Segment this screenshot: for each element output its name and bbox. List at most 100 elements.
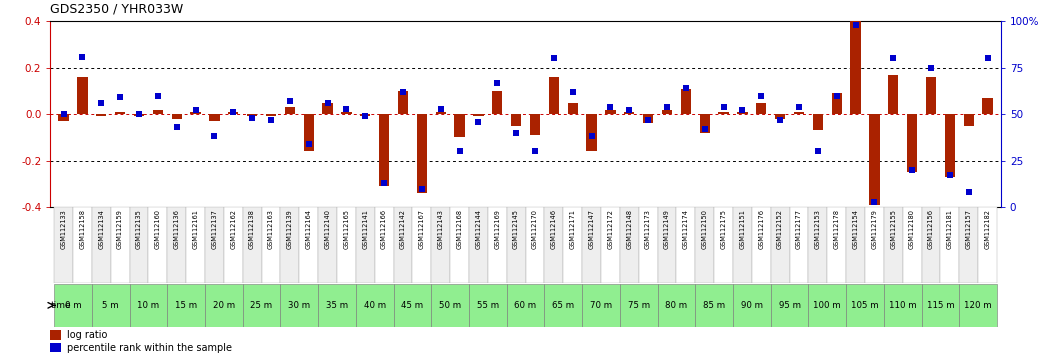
Bar [582,207,601,283]
Text: GSM112153: GSM112153 [815,209,820,249]
Point [56,111,72,117]
Point [508,130,524,136]
Bar [926,77,936,114]
Text: 65 m: 65 m [552,301,574,310]
Bar [78,77,88,114]
Bar [280,284,318,326]
Bar [148,207,167,283]
Text: 15 m: 15 m [175,301,197,310]
Bar [412,207,431,283]
Bar [318,284,356,326]
Text: GSM112160: GSM112160 [155,209,160,249]
Text: GSM112164: GSM112164 [305,209,312,249]
Bar [719,112,729,114]
Text: 105 m: 105 m [851,301,879,310]
Text: 25 m: 25 m [251,301,273,310]
Point [376,180,392,186]
Bar [50,343,61,352]
Bar [50,330,61,340]
Text: 60 m: 60 m [514,301,537,310]
Text: GSM112166: GSM112166 [381,209,387,249]
Text: GSM112140: GSM112140 [324,209,330,249]
Bar [55,207,73,283]
Text: GSM112147: GSM112147 [588,209,595,249]
Text: GSM112155: GSM112155 [891,209,896,249]
Bar [92,284,130,326]
Text: GSM112173: GSM112173 [645,209,651,249]
Bar [171,114,181,119]
Point [357,113,373,119]
Text: GSM112146: GSM112146 [551,209,557,249]
Bar [492,91,502,114]
Text: GSM112134: GSM112134 [99,209,104,249]
Text: GSM112167: GSM112167 [419,209,425,249]
Bar [284,107,295,114]
Bar [828,207,847,283]
Text: 20 m: 20 m [213,301,235,310]
Bar [889,75,898,114]
Bar [695,284,733,326]
Bar [544,207,563,283]
Point [960,189,977,195]
Text: 75 m: 75 m [627,301,649,310]
Bar [205,284,242,326]
Point [489,80,506,85]
Bar [247,114,257,116]
Bar [92,207,111,283]
Point [432,106,449,112]
Bar [167,284,205,326]
Text: 35 m: 35 m [326,301,348,310]
Bar [605,109,616,114]
Bar [582,284,620,326]
Text: GSM112159: GSM112159 [117,209,123,249]
Point [168,124,185,130]
Bar [639,207,658,283]
Point [394,89,411,95]
Text: GSM112163: GSM112163 [267,209,274,249]
Text: 90 m: 90 m [741,301,763,310]
Bar [318,207,337,283]
Bar [870,114,880,205]
Bar [643,114,654,124]
Point [772,117,789,122]
Bar [922,284,959,326]
Text: GSM112165: GSM112165 [343,209,349,249]
Point [810,149,827,154]
Bar [601,207,620,283]
Bar [809,207,828,283]
Bar [847,284,884,326]
Text: 70 m: 70 m [590,301,612,310]
Text: 110 m: 110 m [889,301,917,310]
Bar [435,112,446,114]
Text: GDS2350 / YHR033W: GDS2350 / YHR033W [50,3,184,16]
Point [281,98,298,104]
Point [659,104,676,110]
Bar [963,114,973,126]
Bar [511,114,521,126]
Text: percentile rank within the sample: percentile rank within the sample [67,343,232,353]
Bar [473,114,484,116]
Bar [167,207,186,283]
Point [621,108,638,113]
Text: GSM112149: GSM112149 [664,209,670,249]
Bar [299,207,318,283]
Text: GSM112145: GSM112145 [513,209,519,249]
Text: 120 m: 120 m [964,301,992,310]
Text: 30 m: 30 m [288,301,311,310]
Text: GSM112157: GSM112157 [966,209,971,249]
Bar [228,112,238,114]
Point [451,149,468,154]
Bar [756,103,767,114]
Bar [393,284,431,326]
Point [941,173,958,178]
Bar [624,112,635,114]
Bar [563,207,582,283]
Point [564,89,581,95]
Text: 5 m: 5 m [103,301,119,310]
Text: GSM112175: GSM112175 [721,209,727,249]
Point [791,104,808,110]
Text: GSM112177: GSM112177 [796,209,802,249]
Text: GSM112150: GSM112150 [702,209,708,249]
Bar [186,207,205,283]
Text: GSM112141: GSM112141 [362,209,368,249]
